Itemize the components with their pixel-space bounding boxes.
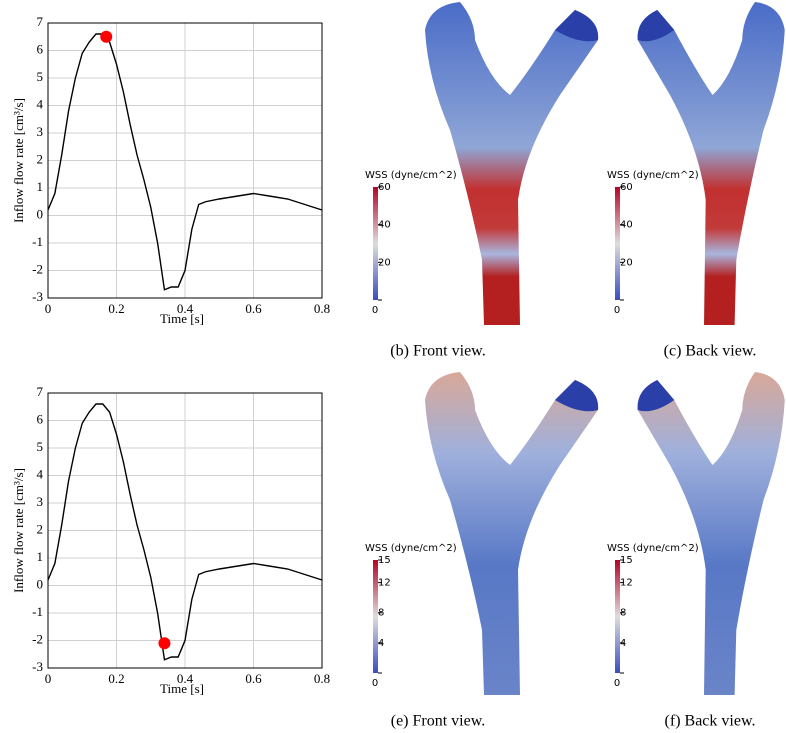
colorbar-title: WSS (dyne/cm^2) [365, 543, 457, 554]
vessel [637, 2, 785, 325]
colorbar [615, 560, 620, 673]
colorbar [373, 560, 378, 673]
y-tick-label: -3 [32, 289, 43, 304]
colorbar-tick-label: 20 [620, 257, 633, 268]
colorbar [615, 187, 620, 300]
colorbar-tick-label: 20 [378, 257, 391, 268]
caption: (b) Front view. [390, 343, 485, 360]
colorbar-title: WSS (dyne/cm^2) [607, 543, 699, 554]
vessel-render [637, 372, 785, 695]
colorbar-tick-label: 4 [378, 638, 384, 649]
y-tick-label: 6 [37, 41, 44, 56]
colorbar-tick-label: 12 [620, 578, 633, 589]
y-tick-label: -3 [32, 659, 43, 674]
y-axis-label: Inflow flow rate [cm³/s] [11, 98, 26, 223]
y-tick-label: 4 [37, 466, 44, 481]
colorbar-tick-label: 15 [620, 555, 633, 566]
x-tick-label: 0.8 [314, 301, 330, 316]
y-tick-label: 2 [37, 151, 44, 166]
renders [425, 2, 785, 695]
y-tick-label: -2 [32, 631, 43, 646]
colorbar-tick-label: 8 [620, 608, 626, 619]
x-axis-label: Time [s] [160, 681, 204, 696]
y-tick-label: -1 [32, 604, 43, 619]
colorbar-tick-label: 15 [378, 555, 391, 566]
y-tick-label: 1 [37, 179, 44, 194]
plot-frame [47, 22, 323, 299]
colorbar-tick-label: 40 [620, 220, 633, 231]
x-tick-label: 0.4 [177, 671, 194, 686]
x-tick-label: 0 [45, 671, 52, 686]
colorbar-title: WSS (dyne/cm^2) [365, 170, 457, 181]
y-tick-label: -1 [32, 234, 43, 249]
caption: (c) Back view. [664, 343, 757, 360]
flow-line [47, 33, 323, 291]
y-tick-label: 3 [37, 124, 44, 139]
colorbar-tick-label: 60 [620, 182, 633, 193]
x-tick-label: 0.6 [245, 671, 262, 686]
flow-line [47, 403, 323, 661]
x-axis-label: Time [s] [160, 311, 204, 326]
time-marker [100, 30, 113, 43]
x-tick-label: 0.8 [314, 671, 330, 686]
y-tick-label: 4 [37, 96, 44, 111]
y-tick-label: 1 [37, 549, 44, 564]
colorbar-tick-label: 0 [372, 678, 378, 689]
vessel [425, 372, 599, 695]
colorbar-tick-label: 12 [378, 578, 391, 589]
vessel-render [425, 2, 599, 325]
vessel-cap [555, 380, 599, 412]
y-tick-label: 2 [37, 521, 44, 536]
time-marker [158, 637, 171, 650]
y-tick-label: 7 [37, 384, 44, 399]
colorbar [373, 187, 378, 300]
plot-frame [47, 392, 323, 669]
vessel-render [425, 372, 599, 695]
y-tick-label: 0 [37, 206, 44, 221]
colorbar-tick-label: 60 [378, 182, 391, 193]
colorbar-tick-label: 8 [378, 608, 384, 619]
vessel-cap [637, 380, 675, 412]
colorbar-tick-label: 4 [620, 638, 626, 649]
y-tick-label: 7 [37, 14, 44, 29]
vessel-render [637, 2, 785, 325]
caption: (f) Back view. [665, 713, 756, 730]
vessel-cap [555, 10, 599, 42]
y-tick-label: 5 [37, 69, 44, 84]
vessel-cap [637, 10, 675, 42]
vessel [637, 372, 785, 695]
x-tick-label: 0.2 [108, 301, 124, 316]
y-tick-label: 3 [37, 494, 44, 509]
y-tick-label: 5 [37, 439, 44, 454]
y-tick-label: -2 [32, 261, 43, 276]
vessel [425, 2, 599, 325]
y-tick-label: 6 [37, 411, 44, 426]
colorbar-tick-label: 0 [614, 678, 620, 689]
x-tick-label: 0 [45, 301, 52, 316]
y-axis-label: Inflow flow rate [cm³/s] [11, 468, 26, 593]
y-tick-label: 0 [37, 576, 44, 591]
x-tick-label: 0.4 [177, 301, 194, 316]
colorbar-tick-label: 40 [378, 220, 391, 231]
x-tick-label: 0.2 [108, 671, 124, 686]
colorbar-title: WSS (dyne/cm^2) [607, 170, 699, 181]
colorbar-tick-label: 0 [614, 305, 620, 316]
caption: (e) Front view. [391, 713, 486, 730]
x-tick-label: 0.6 [245, 301, 262, 316]
colorbar-tick-label: 0 [372, 305, 378, 316]
